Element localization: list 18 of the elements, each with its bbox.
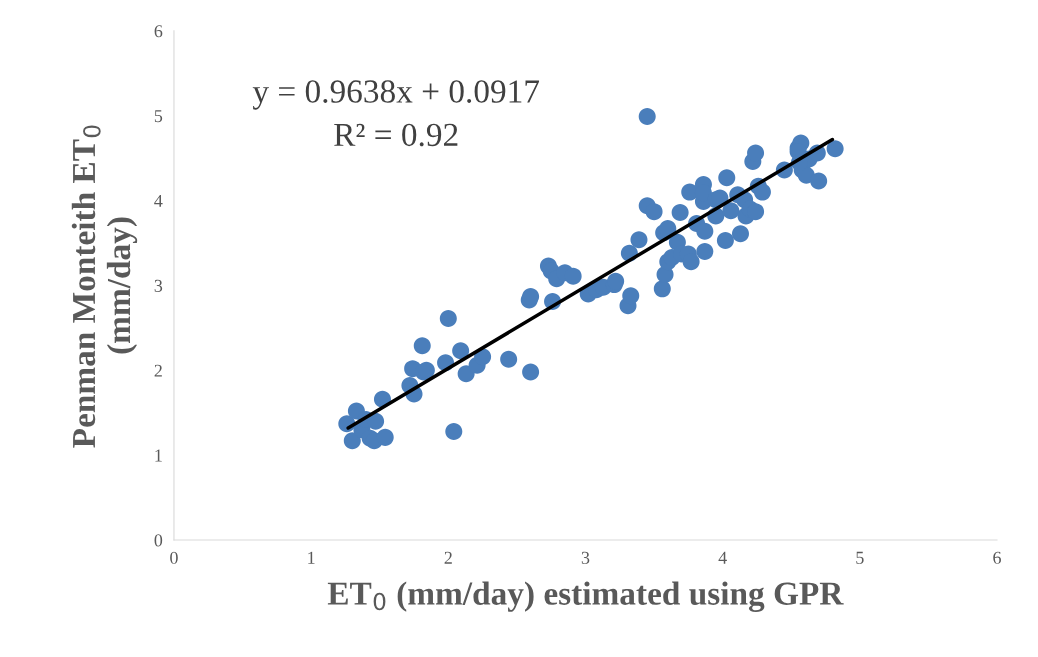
y-tick-label: 3 [154,279,163,292]
x-tick-label: 5 [856,551,864,564]
x-tick-label: 4 [718,551,727,564]
text: Penman Monteith ET$_{0}$ (mm/day) [71,125,138,448]
annotation: R² = 0.92 [334,123,458,147]
x-tick-label: 1 [308,551,315,564]
x-axis-title: ET$_{0}$ (mm/day) estimated using GPR [327,581,844,612]
y-tick-label: 4 [154,194,163,207]
x-tick-label: 3 [581,551,590,564]
x-tick-label: 6 [993,551,1001,564]
y-tick-label: 1 [155,449,162,462]
y-tick-label: 0 [154,534,163,547]
y-tick-label: 6 [154,25,163,38]
annotation: y = 0.9638x + 0.0917 [252,80,540,110]
y-tick-label: 2 [154,364,162,377]
y-tick-label: 5 [154,110,163,123]
x-tick-label: 0 [170,551,178,564]
x-tick-label: 2 [444,551,452,564]
